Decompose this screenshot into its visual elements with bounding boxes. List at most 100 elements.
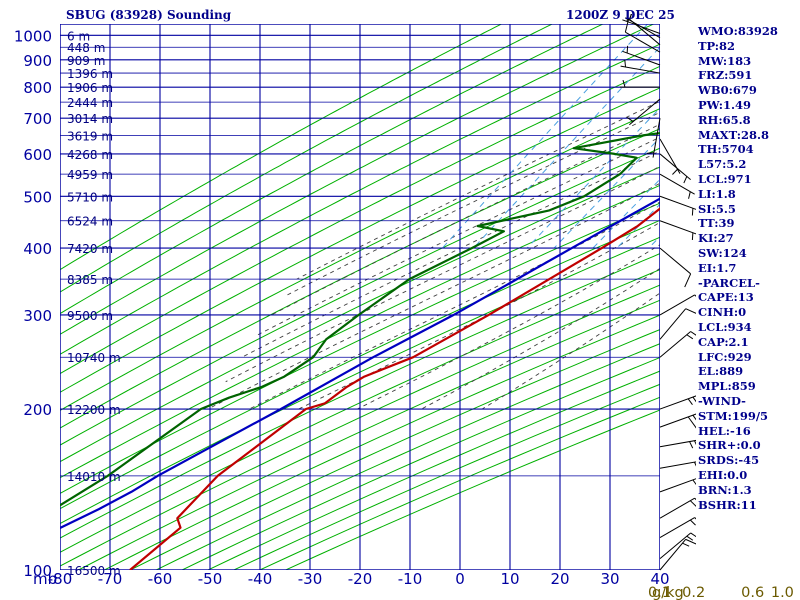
index-item: MPL:859 <box>698 379 756 394</box>
mixing-ratio-label: 1.0 <box>771 585 794 600</box>
barb-full <box>624 17 630 33</box>
index-item: -WIND- <box>698 393 746 408</box>
barb-full <box>689 500 696 507</box>
dry-adiabat <box>60 284 660 567</box>
height-label: 6 m <box>67 29 90 43</box>
index-item: LCL:971 <box>698 171 752 186</box>
barb-full <box>694 461 696 467</box>
temperature-tick-label: -50 <box>198 570 223 588</box>
barb-staff <box>659 478 696 493</box>
chart-title: SBUG (83928) Sounding <box>66 8 232 22</box>
barb-staff <box>659 173 695 195</box>
barb-staff <box>659 220 696 235</box>
dewpoint-trace <box>60 131 660 507</box>
barb-half <box>686 535 694 541</box>
moist-adiabat <box>421 267 660 410</box>
dry-adiabat <box>60 268 660 553</box>
dry-adiabat <box>60 166 660 463</box>
barb-full <box>690 331 696 336</box>
wind-barb <box>659 294 696 316</box>
index-item: BSHR:11 <box>698 497 757 512</box>
barb-staff <box>629 18 661 46</box>
mixing-ratio-label: 0.1 <box>648 585 671 600</box>
barb-full <box>692 396 696 403</box>
height-label: 4268 m <box>67 148 113 162</box>
wind-barb <box>659 439 696 449</box>
pressure-label: 700 <box>23 110 52 128</box>
barb-staff <box>659 439 696 448</box>
wind-barb <box>659 517 696 538</box>
mixing-ratio-line <box>795 24 800 248</box>
wind-barb <box>659 173 695 199</box>
wind-barb <box>659 532 696 560</box>
wind-barb <box>626 98 661 126</box>
barb-staff <box>659 532 691 560</box>
dry-adiabat <box>60 253 660 539</box>
barb-staff <box>659 331 691 358</box>
temperature-tick-label: 0 <box>455 570 465 588</box>
mixing-ratio-line <box>592 178 660 249</box>
index-item: HEL:-16 <box>698 423 751 438</box>
index-item: PW:1.49 <box>698 97 752 112</box>
barb-full <box>692 414 696 421</box>
wind-barb <box>628 14 661 46</box>
wind-barb <box>659 308 696 340</box>
dry-adiabat <box>60 108 660 412</box>
index-item: TH:5704 <box>698 142 754 157</box>
pressure-label: 100 <box>23 562 52 580</box>
mixing-ratio-label: 0.6 <box>741 585 764 600</box>
temperature-tick-label: 10 <box>500 570 519 588</box>
barb-staff <box>659 395 696 410</box>
barb-full <box>692 479 696 486</box>
barb-staff <box>659 195 696 210</box>
dry-adiabat <box>60 65 660 375</box>
height-label: 16500 m <box>67 564 121 578</box>
pressure-label: 800 <box>23 79 52 97</box>
dry-adiabat <box>60 219 660 510</box>
pressure-label: 500 <box>23 188 52 206</box>
height-label: 9500 m <box>67 309 113 323</box>
temperature-tick-label: -60 <box>148 570 173 588</box>
height-label: 14010 m <box>67 470 121 484</box>
index-item: LCL:934 <box>698 319 752 334</box>
index-item: WB0:679 <box>698 83 757 98</box>
moist-adiabat <box>296 100 660 280</box>
barb-staff <box>659 308 687 340</box>
pressure-label: 300 <box>23 307 52 325</box>
dry-adiabat <box>60 24 502 271</box>
wind-barb <box>659 538 696 571</box>
dry-adiabat <box>60 128 660 429</box>
barb-half <box>626 14 629 22</box>
moist-adiabat <box>284 111 660 297</box>
index-item: KI:27 <box>698 231 734 246</box>
dry-adiabat <box>60 24 553 293</box>
mixing-ratio-line <box>441 24 648 249</box>
moist-adiabat <box>249 201 660 410</box>
index-item: FRZ:591 <box>698 68 753 83</box>
barb-staff <box>629 98 661 126</box>
temperature-tick-label: 40 <box>650 570 669 588</box>
dry-adiabat <box>103 314 660 570</box>
dry-adiabat <box>60 147 660 446</box>
dry-adiabat <box>155 343 660 570</box>
dry-adiabat <box>77 299 660 570</box>
pressure-label: 200 <box>23 401 52 419</box>
barb-staff <box>659 247 691 275</box>
index-item: CAPE:13 <box>698 290 754 305</box>
wind-barb <box>659 478 696 493</box>
index-item: TP:82 <box>698 38 736 53</box>
dry-adiabat <box>60 184 660 479</box>
barb-half <box>672 168 678 175</box>
mixing-ratio-label: 0.2 <box>682 585 705 600</box>
height-label: 3014 m <box>67 112 113 126</box>
barb-half <box>687 398 693 405</box>
temperature-tick-label: -20 <box>348 570 373 588</box>
barb-full <box>694 517 696 520</box>
dry-adiabat <box>60 24 654 335</box>
pressure-label: 600 <box>23 146 52 164</box>
chart-time: 1200Z 9 DEC 25 <box>566 8 675 22</box>
pressure-axis-label: mb <box>33 570 57 588</box>
barb-staff <box>622 50 661 66</box>
index-item: RH:65.8 <box>698 112 751 127</box>
